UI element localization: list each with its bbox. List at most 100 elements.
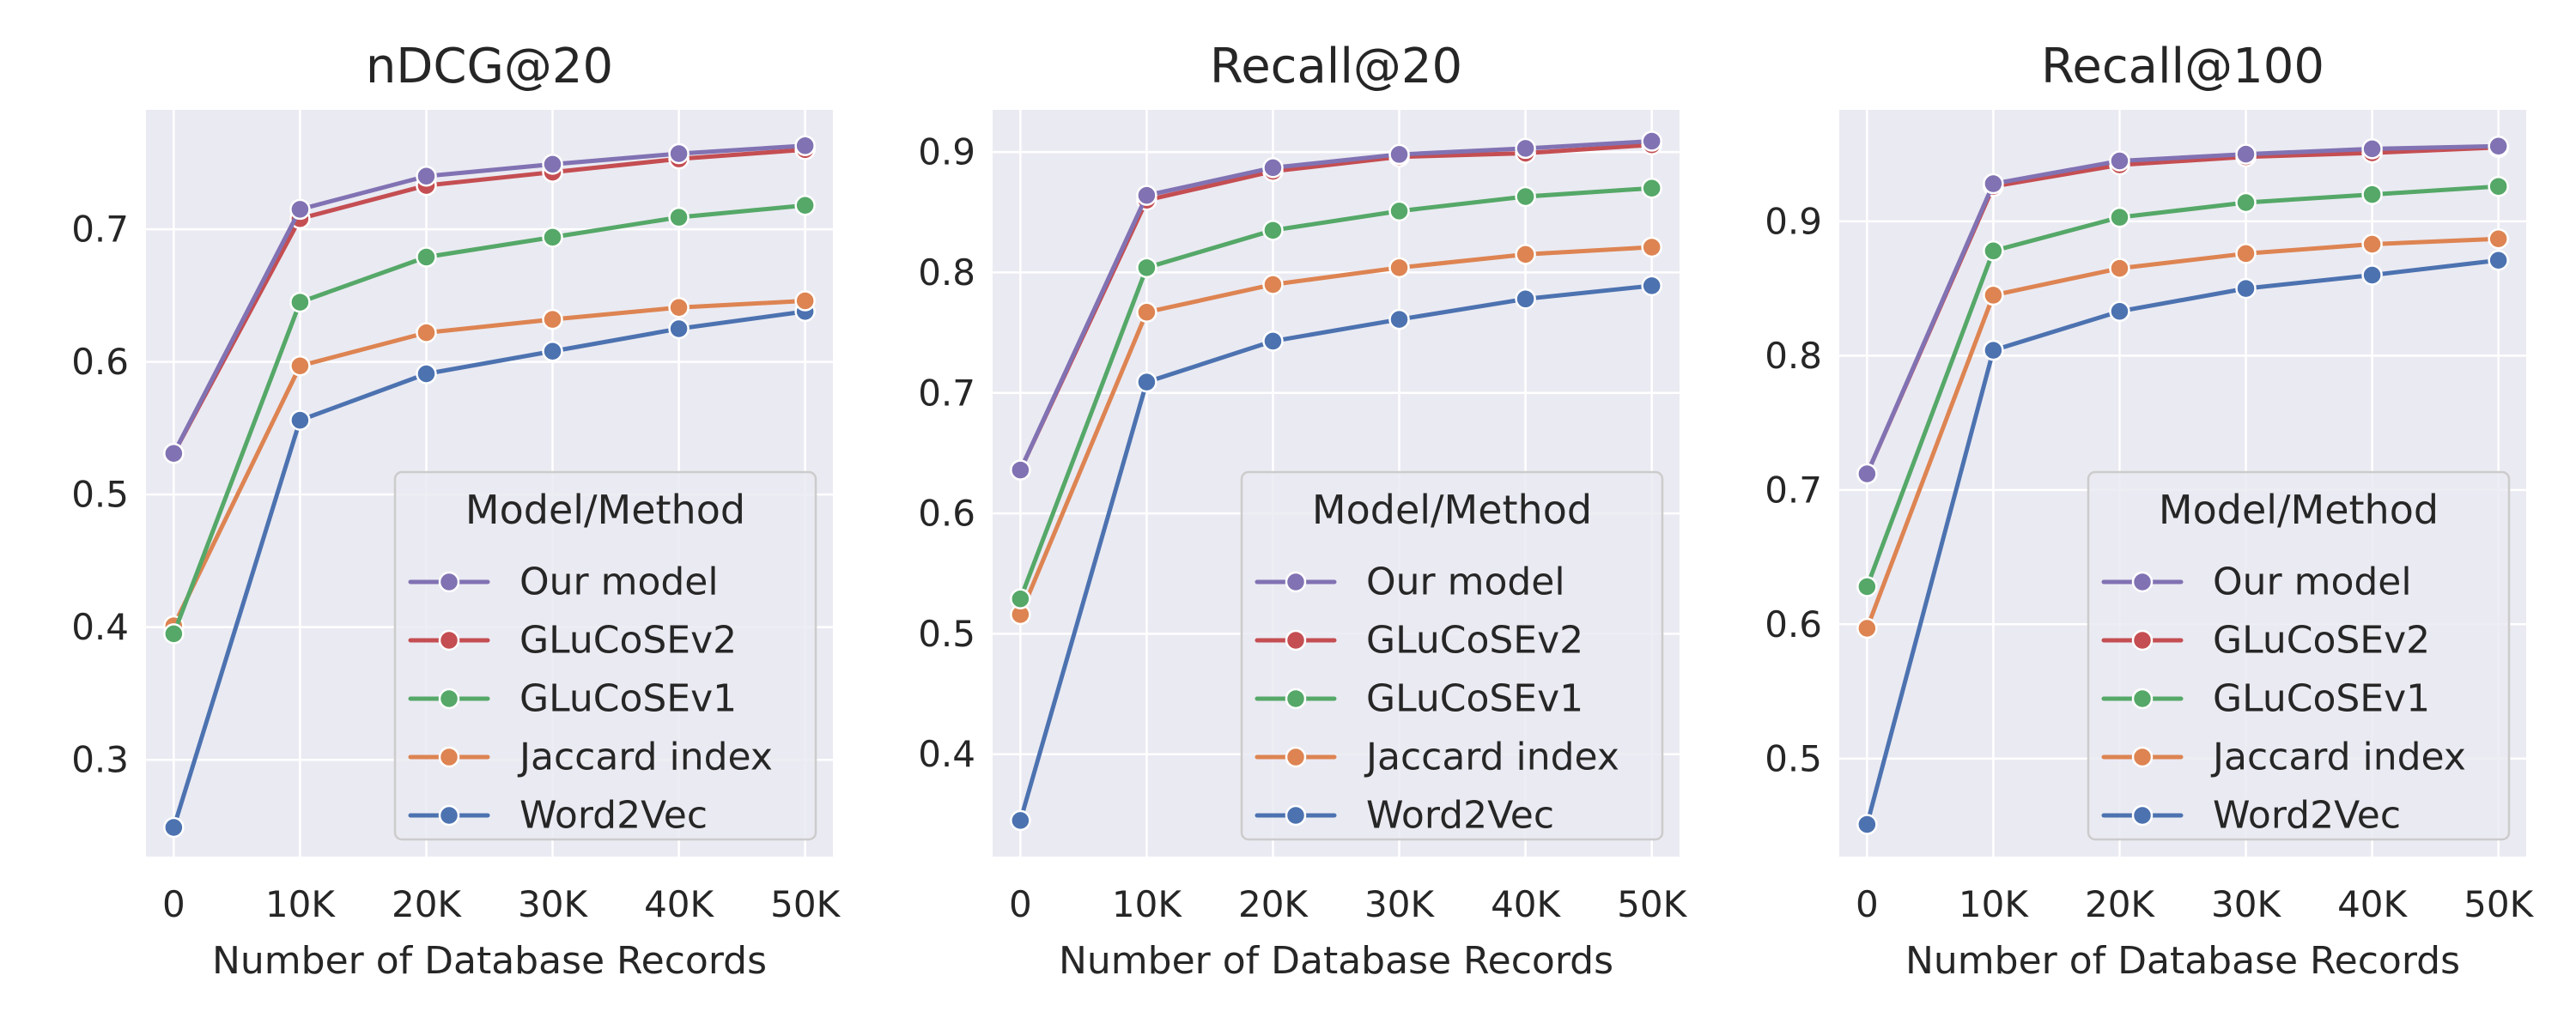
x-tick-label: 10K <box>1112 883 1182 925</box>
data-point <box>668 296 690 318</box>
data-point <box>289 198 311 221</box>
x-tick-label: 10K <box>1959 883 2029 925</box>
series-line <box>1864 184 2501 589</box>
data-point <box>2235 243 2257 264</box>
legend-swatch-marker <box>2131 571 2154 593</box>
x-tick-label: 0 <box>1009 883 1032 925</box>
series-line <box>1864 236 2501 631</box>
legend-label: Our model <box>2213 560 2412 604</box>
data-point <box>163 623 185 645</box>
data-point <box>668 206 690 228</box>
y-tick-label: 0.7 <box>1765 469 1822 511</box>
data-point <box>1515 288 1536 310</box>
x-tick-label: 10K <box>265 883 336 925</box>
data-point <box>1136 185 1157 206</box>
series-line <box>1018 138 1655 473</box>
data-point <box>2235 191 2257 214</box>
legend-swatch-marker <box>438 688 460 710</box>
legend-swatch-marker <box>1285 571 1307 593</box>
legend-label: Word2Vec <box>519 794 708 838</box>
data-point <box>1515 185 1536 208</box>
y-tick-label: 0.4 <box>71 606 129 648</box>
data-point <box>2361 184 2383 205</box>
data-point <box>1641 236 1662 258</box>
x-tick-label: 50K <box>1617 883 1687 925</box>
x-tick-label: 20K <box>1238 883 1309 925</box>
y-tick-label: 0.7 <box>918 372 975 414</box>
series-line <box>1018 185 1655 602</box>
legend-label: GLuCoSEv2 <box>1366 619 1583 663</box>
data-point <box>1641 177 1662 199</box>
data-point <box>289 291 311 313</box>
y-tick-label: 0.6 <box>71 341 129 383</box>
data-point <box>794 290 816 312</box>
series-line <box>1018 245 1655 617</box>
y-tick-label: 0.5 <box>1765 737 1822 779</box>
series-jaccard-index <box>1856 227 2509 639</box>
legend-swatch-marker <box>438 571 460 593</box>
x-tick-label: 30K <box>1364 883 1435 925</box>
x-tick-label: 0 <box>162 883 185 925</box>
chart-title: Recall@100 <box>2041 39 2324 94</box>
data-point <box>1136 301 1157 323</box>
legend-item: GLuCoSEv1 <box>2101 677 2430 721</box>
legend-item: GLuCoSEv2 <box>1255 619 1583 663</box>
data-point <box>1983 339 2004 361</box>
legend-item: Word2Vec <box>1255 794 1554 838</box>
legend-swatch-marker <box>2131 688 2154 710</box>
series-line <box>1864 143 2501 476</box>
legend-item: Jaccard index <box>2101 736 2466 779</box>
series-line <box>171 147 808 456</box>
data-point <box>2109 150 2130 172</box>
data-point <box>1010 588 1031 609</box>
x-tick-label: 40K <box>2337 883 2408 925</box>
data-point <box>1515 244 1536 265</box>
legend-swatch-marker <box>2131 629 2154 651</box>
data-point <box>542 308 563 330</box>
legend: Model/Method Our model GLuCoSEv2 GLuCoSEv1 J… <box>1240 470 1664 841</box>
legend-item: Word2Vec <box>408 794 708 838</box>
y-tick-label: 0.6 <box>918 493 975 535</box>
chart-title: nDCG@20 <box>366 39 613 94</box>
series-jaccard-index <box>1010 236 1662 626</box>
data-point <box>2109 300 2130 322</box>
legend-swatch-marker <box>1285 804 1307 827</box>
data-point <box>2488 227 2509 250</box>
legend-swatch-marker <box>1285 746 1307 768</box>
legend-swatch-marker <box>2131 746 2154 768</box>
data-point <box>1388 200 1410 222</box>
data-point <box>1856 576 1878 597</box>
data-point <box>2235 277 2257 300</box>
legend-item: Our model <box>2101 560 2412 604</box>
series-our-model <box>163 135 816 464</box>
data-point <box>1388 143 1410 166</box>
x-tick-label: 20K <box>2085 883 2155 925</box>
data-point <box>1983 284 2004 306</box>
legend-label: GLuCoSEv2 <box>519 619 737 663</box>
series-line <box>171 143 808 456</box>
series-line <box>171 309 808 830</box>
chart-panels: nDCG@200.30.40.50.60.70 10K 20K 30K 40K 50KNu… <box>71 39 2534 983</box>
data-point <box>1388 308 1410 330</box>
data-point <box>668 318 690 340</box>
legend: Model/Method Our model GLuCoSEv2 GLuCoSEv1 J… <box>393 470 817 841</box>
data-point <box>794 195 816 216</box>
data-point <box>1515 137 1536 160</box>
legend-label: GLuCoSEv1 <box>519 677 737 721</box>
data-point <box>1262 274 1284 295</box>
legend-swatch-marker <box>1285 629 1307 651</box>
legend-item: GLuCoSEv2 <box>2101 619 2430 663</box>
data-point <box>2488 135 2509 157</box>
data-point <box>2488 250 2509 271</box>
series-line <box>1864 258 2501 827</box>
data-point <box>1010 809 1031 832</box>
data-point <box>1641 130 1662 152</box>
legend-swatch-marker <box>438 629 460 651</box>
data-point <box>1136 371 1157 393</box>
legend-swatch-marker <box>438 804 460 827</box>
y-tick-label: 0.6 <box>1765 603 1822 645</box>
legend-box <box>2087 470 2511 841</box>
data-point <box>1983 240 2004 262</box>
data-point <box>542 340 563 362</box>
y-tick-label: 0.7 <box>71 209 129 251</box>
